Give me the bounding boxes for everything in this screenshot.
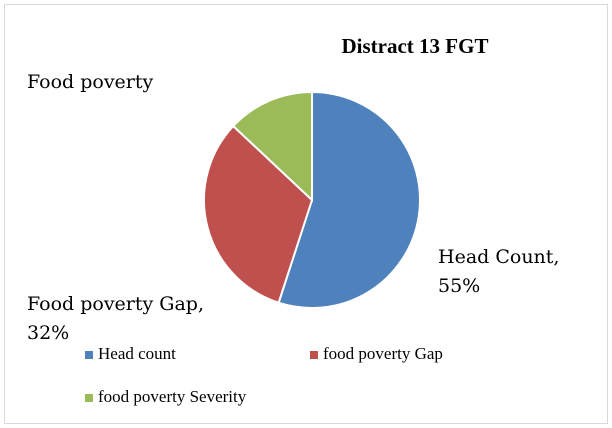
pie-slice bbox=[277, 90, 421, 309]
legend-swatch bbox=[310, 351, 318, 359]
legend-swatch bbox=[85, 351, 93, 359]
legend-label: Head count bbox=[98, 344, 176, 363]
annotation: Food poverty bbox=[27, 71, 154, 93]
pie-slice bbox=[203, 124, 314, 304]
pie-slice bbox=[231, 90, 313, 203]
data-label: Food poverty Gap, 32% bbox=[27, 293, 205, 344]
legend-label: food poverty Gap bbox=[323, 344, 443, 363]
legend-swatch bbox=[85, 394, 93, 402]
data-label: Head Count, 55% bbox=[438, 246, 560, 297]
legend-label: food poverty Severity bbox=[98, 387, 247, 406]
chart-title: Distract 13 FGT bbox=[342, 34, 489, 58]
